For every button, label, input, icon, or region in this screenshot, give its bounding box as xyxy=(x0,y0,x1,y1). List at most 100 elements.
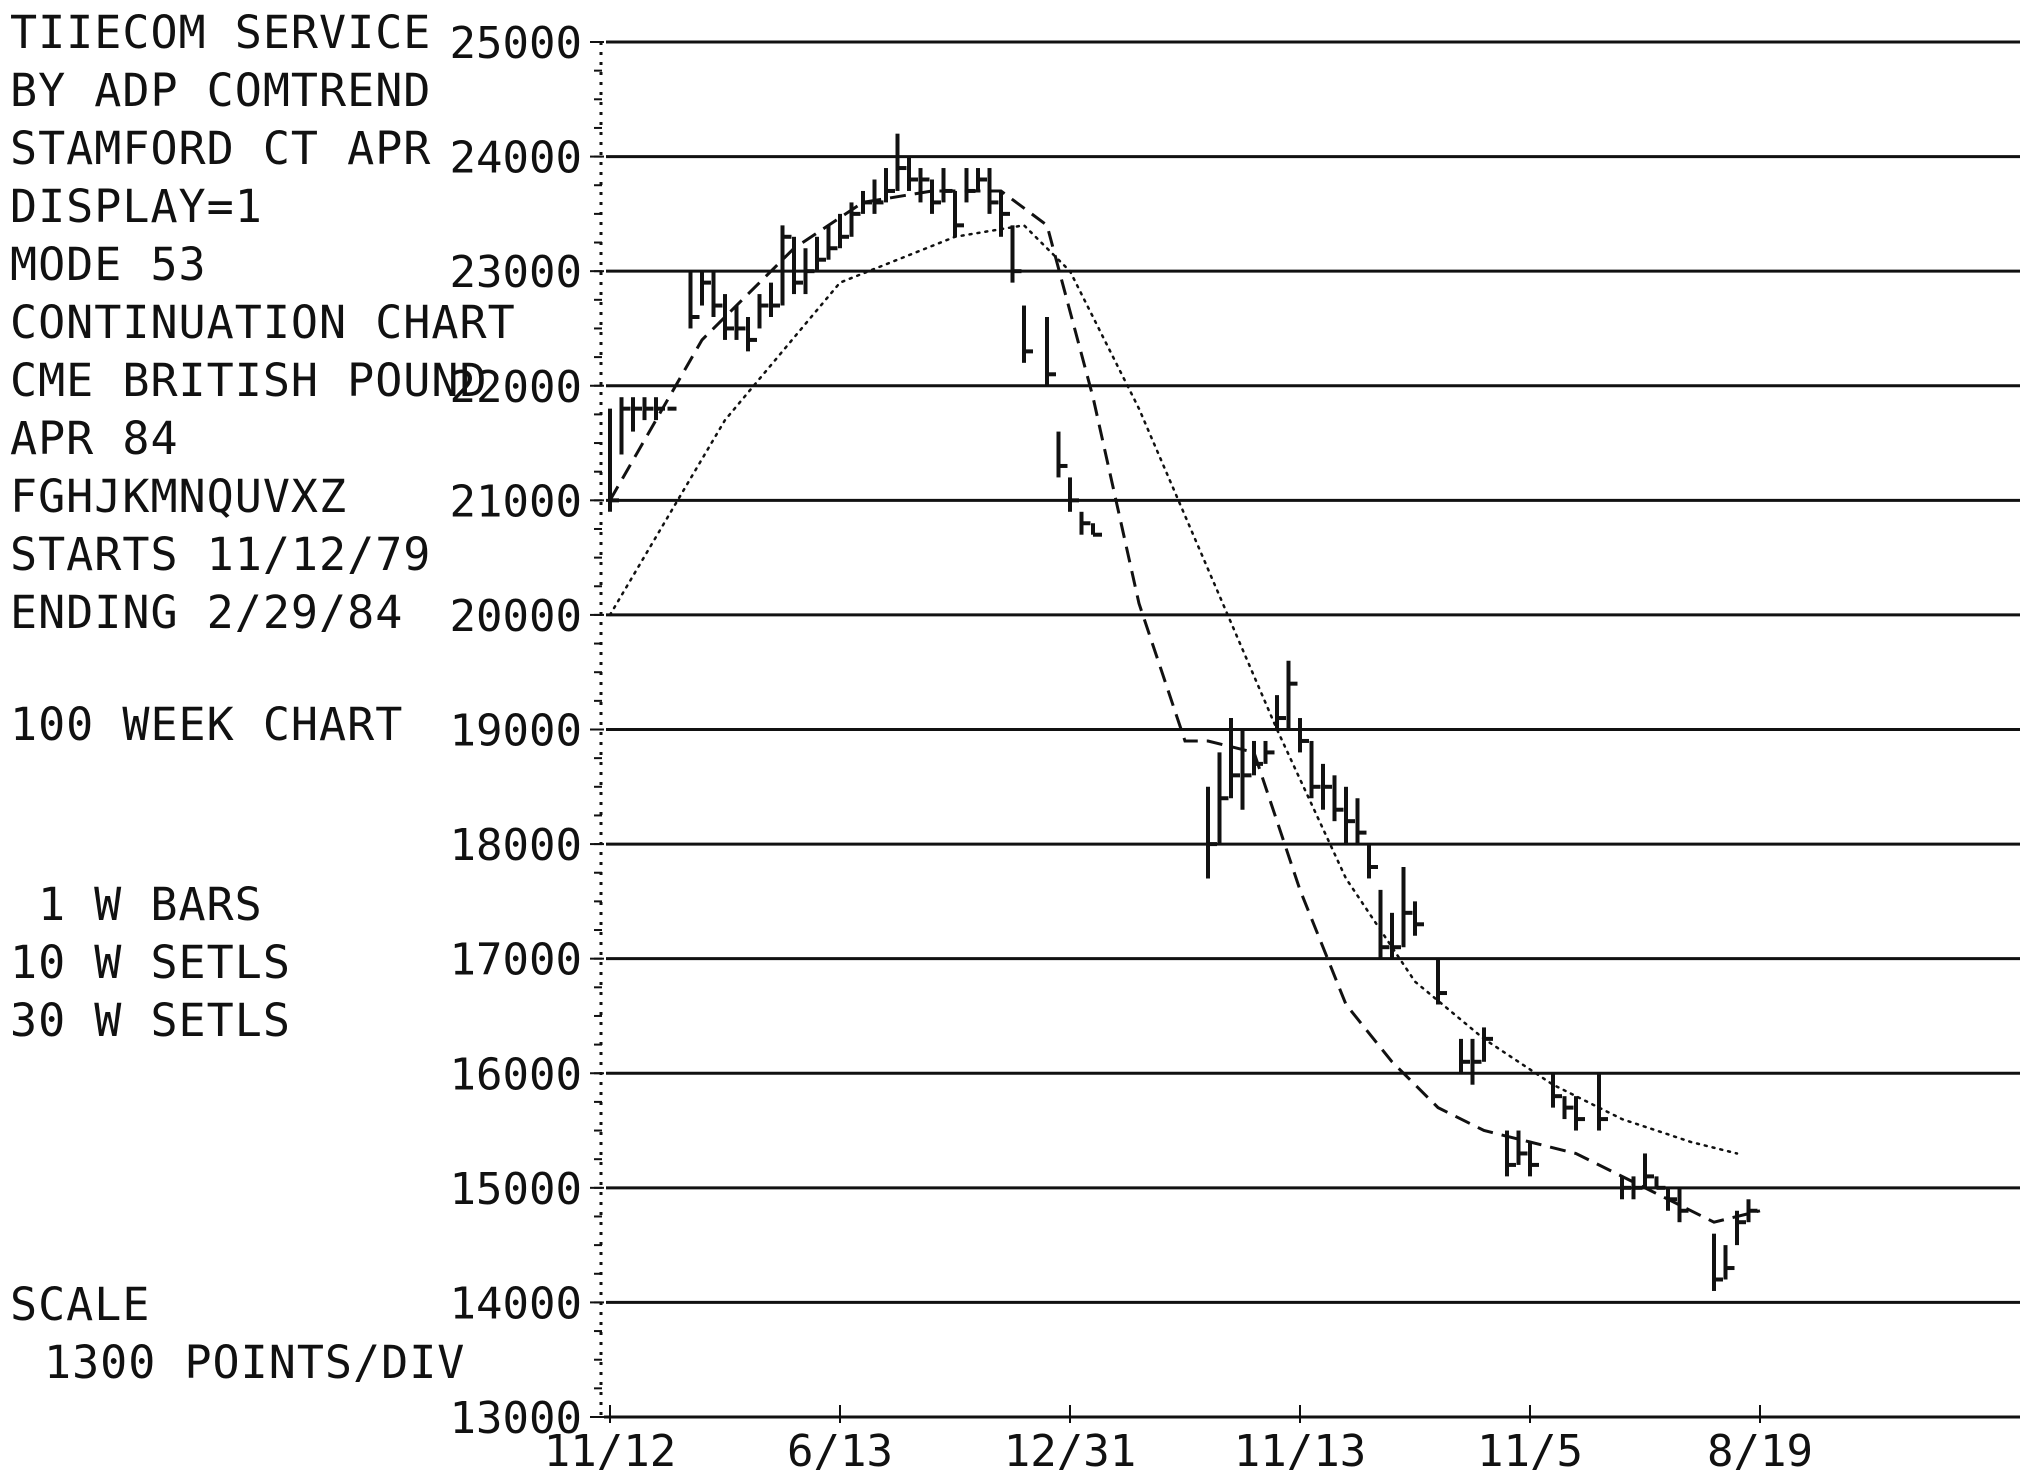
weekly-bar xyxy=(1505,1130,1516,1177)
weekly-bar xyxy=(1677,1187,1689,1223)
weekly-bar xyxy=(1482,1027,1493,1062)
y-tick-label: 22000 xyxy=(450,362,582,413)
weekly-bar xyxy=(953,190,964,237)
x-tick-label: 12/31 xyxy=(1004,1426,1136,1477)
x-tick-label: 11/5 xyxy=(1477,1426,1583,1477)
x-tick-label: 8/19 xyxy=(1707,1426,1813,1477)
weekly-bar xyxy=(1217,752,1229,845)
weekly-bar xyxy=(1470,1038,1482,1085)
x-tick-label: 11/12 xyxy=(544,1426,676,1477)
weekly-bar xyxy=(999,190,1010,237)
weekly-bar xyxy=(654,397,665,421)
weekly-bar xyxy=(1344,786,1355,845)
weekly-bar xyxy=(1574,1096,1585,1131)
weekly-bar xyxy=(1298,718,1309,753)
series-line-10w xyxy=(608,189,1761,1224)
x-tick-label: 11/13 xyxy=(1234,1426,1366,1477)
weekly-bar xyxy=(1551,1073,1562,1108)
weekly-bar xyxy=(861,190,872,214)
weekly-bar xyxy=(1367,844,1378,879)
weekly-bar xyxy=(1436,958,1447,1005)
weekly-bar xyxy=(1321,763,1332,810)
series-weekly-bars xyxy=(608,133,1758,1291)
header-line: APR 84 xyxy=(10,412,179,465)
weekly-bar xyxy=(1597,1073,1608,1131)
weekly-bar xyxy=(872,179,884,214)
y-tick-label: 16000 xyxy=(450,1049,582,1100)
weekly-bar xyxy=(1056,431,1068,478)
weekly-bar xyxy=(1022,305,1033,363)
weekly-bar xyxy=(930,179,941,214)
weekly-bar xyxy=(815,236,826,272)
header-line: 10 W SETLS xyxy=(10,936,291,989)
weekly-bar xyxy=(918,168,930,203)
weekly-bar xyxy=(642,397,654,421)
weekly-bar xyxy=(1332,775,1344,822)
weekly-bar xyxy=(1562,1096,1574,1120)
y-tick-label: 14000 xyxy=(450,1278,582,1329)
weekly-bar xyxy=(1528,1142,1539,1177)
weekly-bar xyxy=(1413,901,1424,936)
header-line: STAMFORD CT APR xyxy=(10,122,431,175)
weekly-bar xyxy=(849,202,861,237)
weekly-bar xyxy=(1068,477,1079,512)
weekly-bar xyxy=(769,282,780,317)
series-10w-setls xyxy=(608,189,1761,1224)
header-line: CME BRITISH POUND xyxy=(10,354,488,407)
weekly-bar xyxy=(711,271,723,317)
weekly-bar xyxy=(987,168,999,214)
weekly-bar xyxy=(1355,798,1367,845)
header-line: 100 WEEK CHART xyxy=(10,698,403,751)
weekly-bar xyxy=(608,408,619,512)
weekly-bar xyxy=(700,271,711,306)
weekly-bar xyxy=(780,225,792,306)
header-line: FGHJKMNQUVXZ xyxy=(10,470,347,523)
x-axis: 11/12 6/13 12/31 11/13 11/5 8/19 xyxy=(544,1405,1813,1477)
weekly-bar xyxy=(1263,740,1275,764)
y-tick-label: 25000 xyxy=(450,18,582,69)
weekly-bar xyxy=(964,168,976,203)
weekly-bar xyxy=(1010,225,1022,283)
series-30w-setls xyxy=(608,223,1739,1155)
weekly-bar xyxy=(723,294,734,340)
header-line: 1 W BARS xyxy=(38,878,263,931)
weekly-bar xyxy=(757,294,769,329)
header-line: BY ADP COMTREND xyxy=(10,64,431,117)
y-axis: 13000 14000 15000 16000 17000 18000 19000 20000… xyxy=(450,18,604,1444)
weekly-bar xyxy=(1378,889,1390,959)
header-line: 1300 POINTS/DIV xyxy=(44,1336,465,1389)
weekly-bar xyxy=(1401,867,1413,948)
weekly-bar xyxy=(1666,1187,1677,1211)
y-tick-label: 19000 xyxy=(450,706,582,757)
weekly-bar xyxy=(803,248,815,295)
y-tick-label: 20000 xyxy=(450,591,582,642)
weekly-bar xyxy=(1654,1176,1666,1190)
y-tick-label: 13000 xyxy=(450,1393,582,1444)
weekly-bar xyxy=(1735,1210,1746,1246)
weekly-bar xyxy=(838,213,849,249)
weekly-bar xyxy=(826,225,838,260)
weekly-bar xyxy=(1723,1245,1735,1280)
y-tick-label: 24000 xyxy=(450,133,582,184)
weekly-bar xyxy=(792,236,803,295)
weekly-bar xyxy=(884,168,895,203)
weekly-bar xyxy=(941,168,953,203)
weekly-bar xyxy=(895,133,907,191)
weekly-bar xyxy=(734,305,746,340)
weekly-bar xyxy=(1286,660,1298,730)
weekly-bar xyxy=(1240,729,1252,810)
weekly-bar xyxy=(1631,1176,1643,1200)
weekly-bar xyxy=(1643,1153,1654,1188)
y-tick-label: 17000 xyxy=(450,935,582,986)
x-tick-label: 6/13 xyxy=(787,1426,893,1477)
weekly-bar xyxy=(1275,695,1286,730)
weekly-bar xyxy=(1229,718,1240,799)
weekly-bar xyxy=(1206,786,1217,879)
weekly-bar xyxy=(1459,1038,1470,1074)
weekly-bar xyxy=(619,397,631,455)
weekly-bar xyxy=(631,397,642,432)
weekly-bar xyxy=(976,168,987,191)
header-line: STARTS 11/12/79 xyxy=(10,528,431,581)
